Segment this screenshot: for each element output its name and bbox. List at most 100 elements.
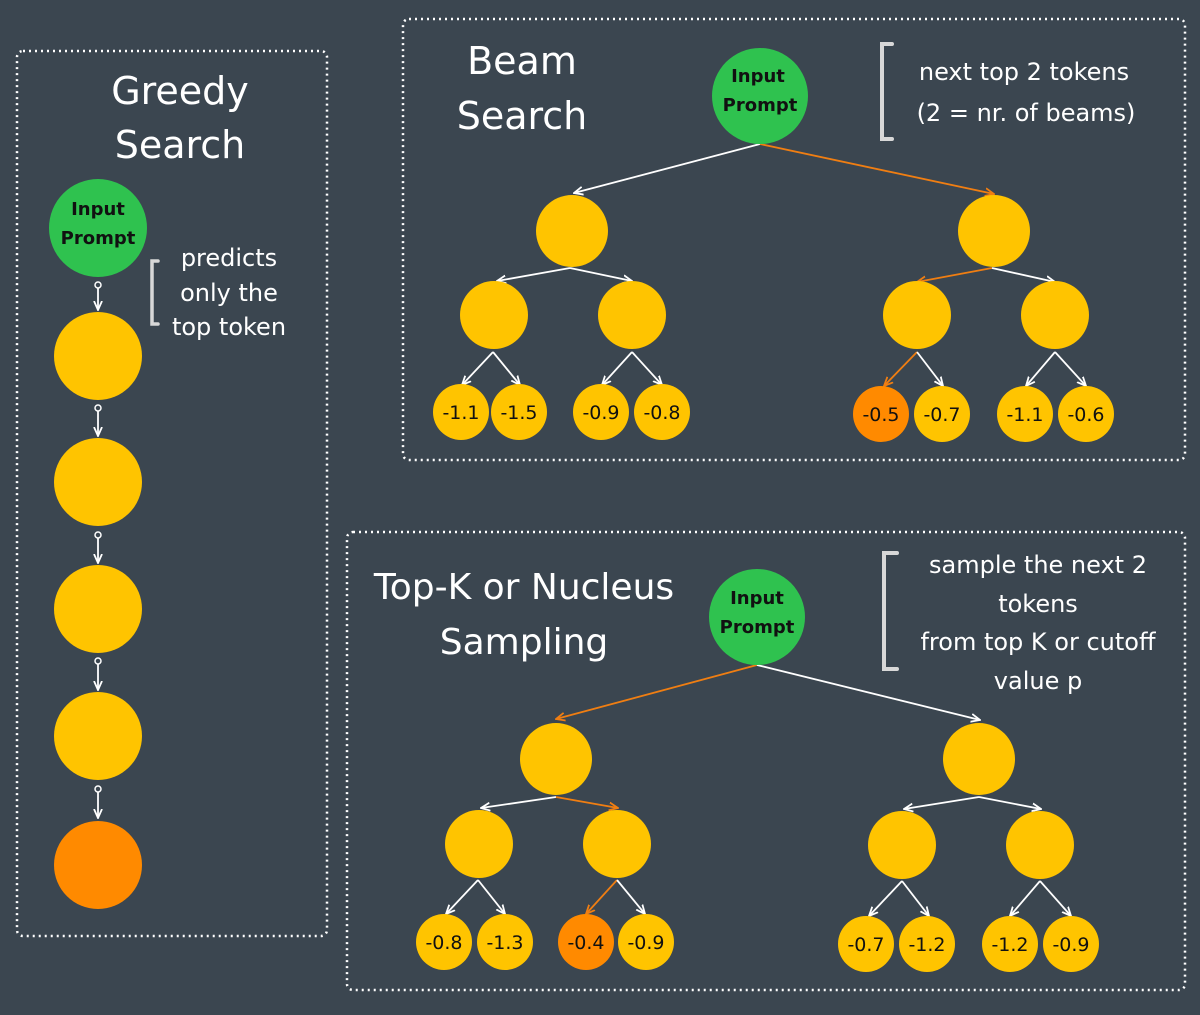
sampling-leaf-value: -1.3 (486, 932, 523, 954)
beam-leaf-value: -0.6 (1067, 404, 1104, 426)
beam-leaf-4: -0.8 (634, 384, 690, 440)
beam-edge-r-rr (991, 267, 1055, 282)
greedy-edge-start-2 (94, 404, 102, 412)
beam-panel: Beam Search next top 2 tokens (2 = nr. o… (401, 17, 1187, 462)
sampling-leaf-4: -0.9 (618, 914, 674, 970)
greedy-token-node-4 (54, 692, 142, 780)
sampling-leaf-value: -0.4 (567, 932, 604, 954)
greedy-edges (94, 281, 102, 818)
sampling-edge-rl-2 (901, 880, 929, 916)
sampling-leaf-1: -0.8 (416, 914, 472, 970)
sampling-leaf-value: -0.9 (1052, 934, 1089, 956)
sampling-edge-root-left (556, 664, 758, 719)
sampling-node-l2-2 (583, 810, 651, 878)
greedy-prompt-label-line1: Input (71, 199, 125, 220)
greedy-edge-start-4 (94, 657, 102, 665)
beam-note-bracket (880, 42, 894, 141)
beam-leaf-node (433, 384, 489, 440)
beam-node-l2-2 (598, 281, 666, 349)
beam-node-l2-1 (460, 281, 528, 349)
beam-panel-border (401, 17, 1187, 462)
sampling-prompt-node (709, 569, 805, 665)
greedy-token-node-1 (54, 312, 142, 400)
greedy-edge-start-3 (94, 531, 102, 539)
sampling-edge-r-rr (978, 796, 1041, 809)
sampling-prompt-label-line1: Input (730, 588, 784, 609)
beam-edge-lr-1 (602, 351, 633, 385)
greedy-title-line2: Search (115, 123, 246, 167)
beam-leaf-value: -0.5 (862, 404, 899, 426)
beam-leaf-value: -1.5 (500, 402, 537, 424)
sampling-edge-ll-1 (446, 879, 479, 914)
beam-leaf-node-selected (853, 386, 909, 442)
greedy-edge-start-1 (94, 281, 102, 289)
sampling-leaf-value: -0.7 (847, 934, 884, 956)
beam-edges (462, 143, 1086, 386)
beam-leaf-value: -0.8 (643, 402, 680, 424)
sampling-leaf-value: -0.9 (627, 932, 664, 954)
beam-leaf-value: -1.1 (442, 402, 479, 424)
sampling-leaf-node (477, 914, 533, 970)
beam-leaf-5-selected: -0.5 (853, 386, 909, 442)
beam-leaf-value: -0.7 (923, 404, 960, 426)
beam-edge-l-ll (497, 267, 571, 281)
beam-edge-ll-2 (492, 351, 520, 385)
beam-prompt-label-line1: Input (731, 66, 785, 87)
sampling-node-l2-1 (445, 810, 513, 878)
greedy-selected-node (54, 821, 142, 909)
sampling-edge-lr-1 (586, 879, 618, 914)
greedy-edge-start-5 (94, 785, 102, 793)
beam-leaf-node (491, 384, 547, 440)
beam-node-l1-right (958, 195, 1030, 267)
sampling-panel: Top-K or Nucleus Sampling sample the nex… (345, 530, 1187, 992)
sampling-node-l1-left (520, 723, 592, 795)
sampling-node-l1-right (943, 723, 1015, 795)
sampling-edge-r-rl (904, 796, 980, 809)
beam-edge-r-rl (917, 267, 993, 282)
beam-leaf-node (573, 384, 629, 440)
sampling-title-line1: Top-K or Nucleus (373, 567, 674, 608)
sampling-note-line1: sample the next 2 (929, 551, 1147, 579)
beam-note-line2: (2 = nr. of beams) (917, 99, 1136, 127)
sampling-edge-rr-2 (1039, 880, 1071, 916)
greedy-note-line1: predicts (181, 244, 277, 272)
sampling-note-line2: tokens (998, 590, 1078, 618)
greedy-note-bracket (150, 259, 160, 326)
greedy-token-node-3 (54, 565, 142, 653)
beam-edge-root-right (759, 143, 994, 194)
beam-edge-ll-1 (462, 351, 494, 385)
sampling-leaf-5: -0.7 (838, 916, 894, 972)
sampling-prompt-label-line2: Prompt (720, 617, 795, 638)
beam-prompt-node (712, 48, 808, 144)
sampling-leaf-value: -1.2 (908, 934, 945, 956)
greedy-prompt-node (49, 179, 147, 277)
sampling-leaf-node (1043, 916, 1099, 972)
greedy-note-line2: only the (180, 279, 278, 307)
beam-edge-lr-2 (631, 351, 662, 385)
sampling-leaf-node (416, 914, 472, 970)
beam-edge-rl-2 (916, 351, 943, 386)
beam-title-line1: Beam (467, 39, 577, 83)
sampling-leaf-value: -0.8 (425, 932, 462, 954)
beam-note-line1: next top 2 tokens (919, 58, 1129, 86)
sampling-leaf-8: -0.9 (1043, 916, 1099, 972)
beam-leaf-7: -1.1 (997, 386, 1053, 442)
sampling-note-bracket (882, 551, 899, 671)
sampling-leaf-node (899, 916, 955, 972)
beam-leaf-node (997, 386, 1053, 442)
beam-edge-rl-1 (884, 351, 918, 386)
sampling-leaf-6: -1.2 (899, 916, 955, 972)
beam-leaf-3: -0.9 (573, 384, 629, 440)
sampling-note-line4: value p (994, 667, 1082, 695)
beam-leaf-6: -0.7 (914, 386, 970, 442)
sampling-title-line2: Sampling (440, 622, 609, 663)
beam-leaf-1: -1.1 (433, 384, 489, 440)
beam-node-l2-3 (883, 281, 951, 349)
beam-edge-l-lr (569, 267, 632, 281)
sampling-leaf-node (838, 916, 894, 972)
sampling-edge-rr-1 (1010, 880, 1041, 916)
sampling-edge-ll-2 (477, 879, 505, 914)
beam-leaf-value: -0.9 (582, 402, 619, 424)
beam-leaf-node (1058, 386, 1114, 442)
